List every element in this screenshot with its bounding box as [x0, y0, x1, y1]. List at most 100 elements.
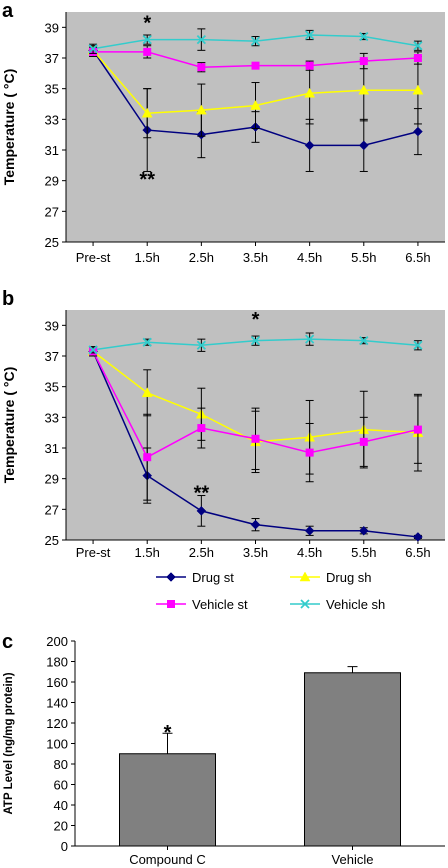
y-tick-label: 60 — [54, 778, 68, 793]
data-point-drug-sh — [141, 107, 153, 118]
legend-item-drug-sh: Drug sh — [290, 570, 372, 585]
y-tick-label: 31 — [45, 441, 59, 456]
legend-marker — [300, 599, 310, 609]
data-point-vehicle-sh — [305, 30, 315, 40]
significance-marker: * — [143, 13, 151, 35]
data-point-vehicle-sh — [196, 340, 206, 350]
bar-vehicle — [304, 672, 401, 847]
y-tick-label: 180 — [46, 655, 68, 670]
y-tick-label: 29 — [45, 472, 59, 487]
significance-marker: * — [164, 722, 172, 744]
x-tick-label: 5.5h — [351, 545, 376, 560]
data-point-vehicle-sh-stroke-b — [88, 44, 98, 54]
data-point-vehicle-sh-stroke-b — [359, 31, 369, 42]
x-tick-label: 5.5h — [351, 250, 376, 265]
panel-c-letter: c — [2, 631, 13, 653]
data-point-vehicle-sh — [142, 34, 152, 45]
y-axis-title: Temperature ( °C) — [1, 367, 17, 484]
data-point-drug-sh — [250, 100, 261, 110]
x-tick-label: Compound C — [129, 852, 206, 867]
significance-marker: ** — [194, 482, 210, 504]
data-point-vehicle-sh-stroke-b — [250, 336, 261, 346]
data-point-vehicle-sh-stroke-b — [88, 345, 98, 355]
x-tick-label: 3.5h — [243, 250, 268, 265]
y-tick-label: 40 — [54, 798, 68, 813]
data-point-vehicle-st — [143, 453, 152, 462]
significance-marker: ** — [139, 169, 155, 191]
y-tick-label: 39 — [45, 318, 59, 333]
y-tick-label: 100 — [46, 737, 68, 752]
x-tick-label: Pre-st — [76, 545, 111, 560]
data-point-drug-st — [413, 532, 423, 542]
y-tick-label: 140 — [46, 696, 68, 711]
data-point-drug-st — [304, 525, 315, 536]
data-point-vehicle-sh-stroke-b — [413, 41, 423, 51]
x-tick-label: 6.5h — [405, 250, 430, 265]
data-point-vehicle-sh — [359, 31, 369, 42]
legend-label: Vehicle st — [192, 597, 248, 612]
legend-marker-stroke-b — [300, 599, 310, 609]
legend-marker — [299, 571, 311, 582]
y-tick-label: 160 — [46, 675, 68, 690]
legend: Drug st Drug sh Vehicle st Vehicle sh — [156, 570, 385, 612]
data-point-drug-sh — [304, 87, 316, 98]
panel-a-letter: a — [2, 0, 14, 22]
x-tick-label: Pre-st — [76, 250, 111, 265]
x-tick-label: 4.5h — [297, 250, 322, 265]
y-axis-title: ATP Level (ng/mg protein) — [3, 672, 15, 814]
panel-b-chart: b 25 27 29 31 33 35 37 39 Pre-st 1.5h 2.5h 3.5h 4.5h 5… — [1, 288, 445, 560]
data-point-drug-sh — [412, 84, 424, 95]
legend-marker — [166, 572, 176, 582]
x-tick-label: 6.5h — [405, 545, 430, 560]
legend-marker — [167, 600, 175, 608]
legend-label: Vehicle sh — [326, 597, 385, 612]
data-point-vehicle-sh — [250, 36, 261, 46]
x-tick-label: 4.5h — [297, 545, 322, 560]
data-point-drug-sh — [358, 84, 370, 95]
data-point-vehicle-sh — [413, 340, 423, 350]
panel-a-chart: a 25 27 29 31 33 35 37 39 Pre-st 1.5h 2.5h 3.5h 4.5h 5… — [1, 0, 445, 265]
data-point-drug-st — [304, 140, 315, 151]
data-point-vehicle-sh — [196, 34, 206, 45]
y-tick-label: 35 — [45, 380, 59, 395]
data-point-drug-sh — [195, 104, 207, 115]
data-point-vehicle-sh — [413, 41, 423, 51]
y-tick-label: 27 — [45, 502, 59, 517]
data-point-vehicle-sh-stroke-b — [359, 336, 369, 346]
data-point-drug-st — [358, 525, 369, 536]
data-point-vehicle-st — [305, 448, 314, 457]
y-tick-label: 80 — [54, 757, 68, 772]
data-point-vehicle-st — [197, 63, 206, 72]
bar-compound-c — [119, 753, 216, 847]
legend-item-vehicle-st: Vehicle st — [156, 597, 248, 612]
data-point-vehicle-sh — [250, 336, 261, 346]
y-tick-label: 200 — [46, 634, 68, 649]
data-point-vehicle-sh — [359, 336, 369, 346]
data-point-vehicle-st — [359, 437, 368, 446]
x-tick-label: 2.5h — [189, 545, 214, 560]
data-point-vehicle-sh-stroke-b — [305, 334, 315, 344]
data-point-vehicle-st — [251, 434, 260, 443]
legend-label: Drug st — [192, 570, 234, 585]
panel-b-letter: b — [2, 288, 14, 310]
data-point-vehicle-st — [413, 425, 422, 434]
y-axis-title: Temperature ( °C) — [1, 69, 17, 186]
y-tick-label: 25 — [45, 533, 59, 548]
y-tick-label: 20 — [54, 819, 68, 834]
data-point-vehicle-sh-stroke-b — [413, 340, 423, 350]
data-point-vehicle-sh-stroke-b — [196, 34, 206, 45]
data-point-vehicle-st — [359, 57, 368, 66]
x-tick-label: 2.5h — [189, 250, 214, 265]
data-point-vehicle-sh-stroke-b — [142, 34, 152, 45]
y-tick-label: 29 — [45, 174, 59, 189]
y-tick-label: 35 — [45, 82, 59, 97]
error-bar-compound-c — [162, 732, 173, 754]
y-tick-label: 27 — [45, 204, 59, 219]
y-tick-label: 0 — [61, 839, 68, 854]
panel-c-chart: c 0 20 40 60 80 100 120 140 160 180 200 Compound C Ve… — [2, 631, 445, 867]
data-point-vehicle-st — [305, 61, 314, 70]
data-point-drug-st — [196, 506, 207, 516]
y-tick-label: 33 — [45, 410, 59, 425]
error-bar-vehicle — [347, 666, 358, 673]
data-point-vehicle-sh-stroke-b — [250, 36, 261, 46]
